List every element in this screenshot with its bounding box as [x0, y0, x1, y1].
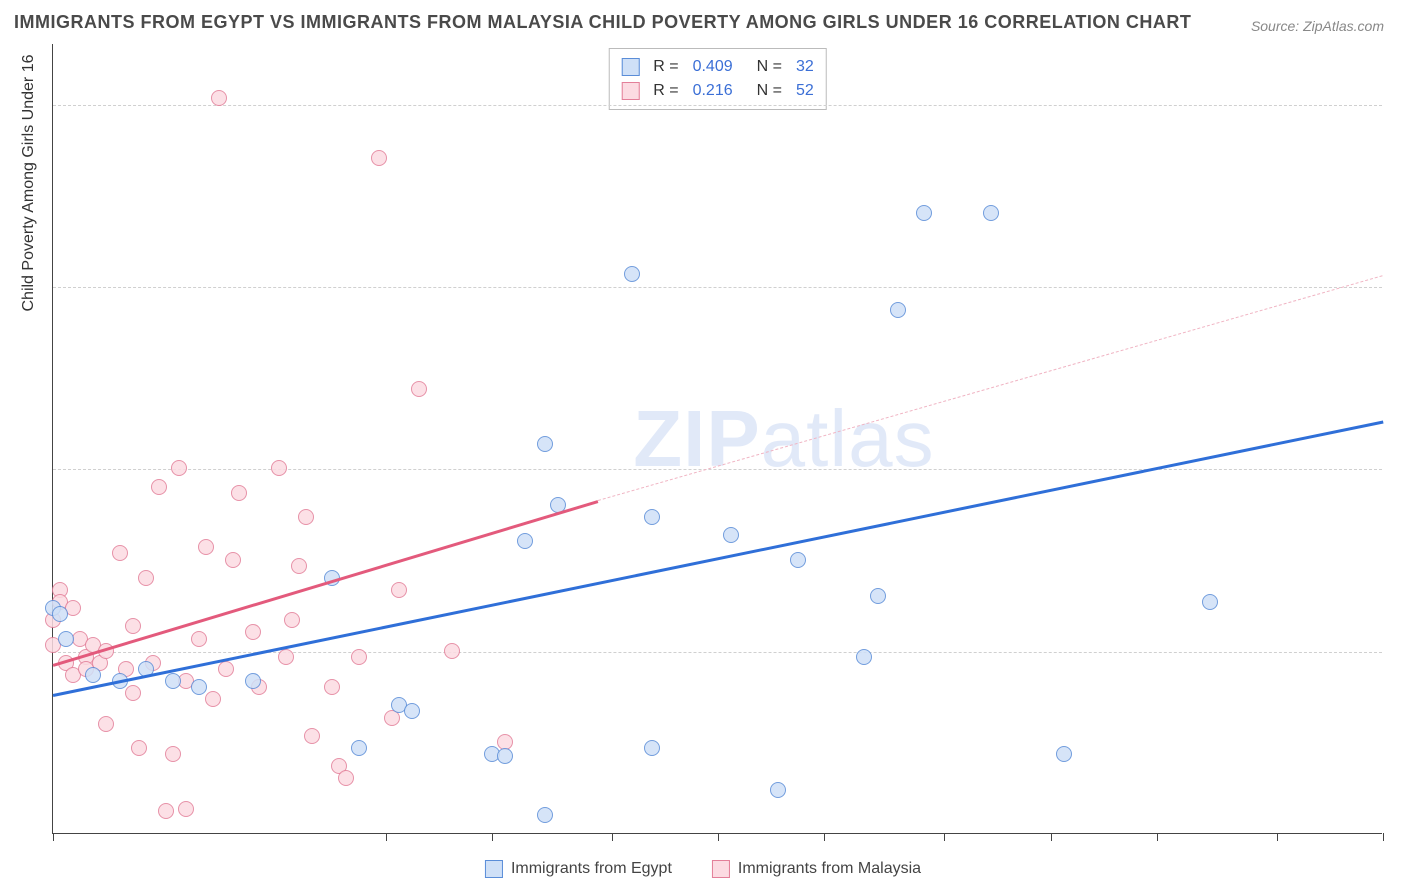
- scatter-point: [271, 460, 287, 476]
- scatter-point: [58, 631, 74, 647]
- scatter-point: [291, 558, 307, 574]
- x-tick: [1383, 833, 1384, 841]
- scatter-point: [537, 436, 553, 452]
- scatter-point: [151, 479, 167, 495]
- scatter-point: [125, 685, 141, 701]
- scatter-point: [304, 728, 320, 744]
- gridline: [53, 469, 1382, 470]
- scatter-point: [723, 527, 739, 543]
- scatter-point: [245, 673, 261, 689]
- scatter-point: [537, 807, 553, 823]
- scatter-point: [391, 582, 407, 598]
- scatter-point: [411, 381, 427, 397]
- scatter-point: [351, 649, 367, 665]
- x-tick: [1051, 833, 1052, 841]
- scatter-point: [191, 679, 207, 695]
- scatter-point: [324, 679, 340, 695]
- scatter-point: [98, 716, 114, 732]
- scatter-point: [856, 649, 872, 665]
- scatter-point: [198, 539, 214, 555]
- legend-label: Immigrants from Egypt: [511, 860, 672, 878]
- scatter-point: [624, 266, 640, 282]
- scatter-point: [1056, 746, 1072, 762]
- scatter-point: [338, 770, 354, 786]
- scatter-point: [1202, 594, 1218, 610]
- x-tick: [1157, 833, 1158, 841]
- scatter-point: [644, 509, 660, 525]
- scatter-point: [444, 643, 460, 659]
- r-label: R =: [653, 79, 678, 103]
- scatter-point: [225, 552, 241, 568]
- watermark-text: ZIPatlas: [633, 393, 934, 485]
- legend-swatch: [485, 860, 503, 878]
- scatter-point: [245, 624, 261, 640]
- scatter-point: [85, 667, 101, 683]
- trend-line: [53, 500, 599, 666]
- legend-swatch: [621, 58, 639, 76]
- gridline: [53, 105, 1382, 106]
- y-axis-title: Child Poverty Among Girls Under 16: [20, 55, 38, 312]
- scatter-point: [870, 588, 886, 604]
- n-label: N =: [757, 79, 782, 103]
- legend-swatch: [621, 82, 639, 100]
- trend-line: [598, 275, 1383, 501]
- x-tick: [492, 833, 493, 841]
- series-legend: Immigrants from Egypt Immigrants from Mal…: [485, 860, 921, 878]
- n-value: 32: [796, 55, 814, 79]
- legend-row: R = 0.409 N = 32: [621, 55, 814, 79]
- scatter-point: [211, 90, 227, 106]
- legend-item: Immigrants from Egypt: [485, 860, 672, 878]
- legend-item: Immigrants from Malaysia: [712, 860, 921, 878]
- gridline: [53, 287, 1382, 288]
- scatter-point: [131, 740, 147, 756]
- scatter-point: [218, 661, 234, 677]
- r-value: 0.409: [693, 55, 733, 79]
- x-tick: [1277, 833, 1278, 841]
- scatter-point: [371, 150, 387, 166]
- source-attribution: Source: ZipAtlas.com: [1251, 18, 1384, 34]
- scatter-point: [165, 673, 181, 689]
- chart-plot-area: ZIPatlas R = 0.409 N = 32 R = 0.216 N = 52: [52, 44, 1382, 834]
- legend-row: R = 0.216 N = 52: [621, 79, 814, 103]
- scatter-point: [52, 606, 68, 622]
- scatter-point: [497, 748, 513, 764]
- scatter-point: [404, 703, 420, 719]
- trend-line: [53, 421, 1383, 697]
- scatter-point: [158, 803, 174, 819]
- scatter-point: [517, 533, 533, 549]
- scatter-point: [178, 801, 194, 817]
- scatter-point: [171, 460, 187, 476]
- r-label: R =: [653, 55, 678, 79]
- x-tick: [612, 833, 613, 841]
- scatter-point: [983, 205, 999, 221]
- scatter-point: [138, 570, 154, 586]
- scatter-point: [770, 782, 786, 798]
- n-value: 52: [796, 79, 814, 103]
- x-tick: [824, 833, 825, 841]
- scatter-point: [351, 740, 367, 756]
- scatter-point: [278, 649, 294, 665]
- scatter-point: [298, 509, 314, 525]
- scatter-point: [112, 545, 128, 561]
- scatter-point: [231, 485, 247, 501]
- scatter-point: [191, 631, 207, 647]
- legend-swatch: [712, 860, 730, 878]
- scatter-point: [644, 740, 660, 756]
- chart-title: IMMIGRANTS FROM EGYPT VS IMMIGRANTS FROM…: [14, 12, 1191, 33]
- x-tick: [944, 833, 945, 841]
- scatter-point: [790, 552, 806, 568]
- scatter-point: [205, 691, 221, 707]
- r-value: 0.216: [693, 79, 733, 103]
- correlation-legend: R = 0.409 N = 32 R = 0.216 N = 52: [608, 48, 827, 110]
- x-tick: [53, 833, 54, 841]
- x-tick: [386, 833, 387, 841]
- legend-label: Immigrants from Malaysia: [738, 860, 921, 878]
- scatter-point: [165, 746, 181, 762]
- scatter-point: [890, 302, 906, 318]
- scatter-point: [916, 205, 932, 221]
- scatter-point: [284, 612, 300, 628]
- n-label: N =: [757, 55, 782, 79]
- x-tick: [718, 833, 719, 841]
- scatter-point: [125, 618, 141, 634]
